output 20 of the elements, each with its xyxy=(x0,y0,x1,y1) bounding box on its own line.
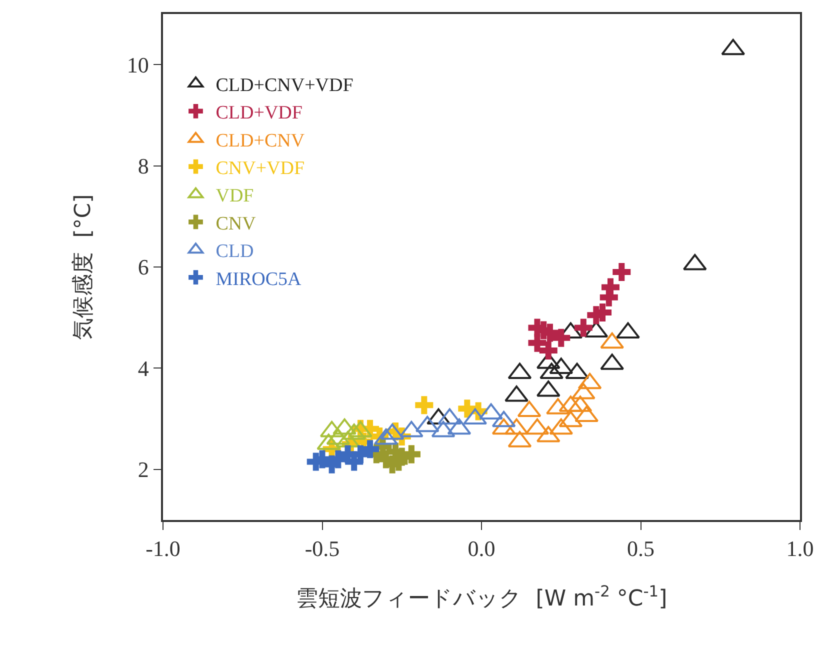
x-tick-label: 1.0 xyxy=(786,536,814,562)
legend-label: CLD+CNV+VDF xyxy=(216,74,354,96)
legend-label: CLD+CNV xyxy=(216,130,305,152)
legend-label: CNV+VDF xyxy=(216,158,305,179)
x-tick-label: -1.0 xyxy=(146,536,180,562)
legend-label: CLD+VDF xyxy=(216,102,302,124)
y-tick-label: 2 xyxy=(138,457,149,482)
y-tick-label: 4 xyxy=(138,356,149,381)
x-tick-label: -0.5 xyxy=(304,536,340,562)
legend-label: CNV xyxy=(216,213,256,234)
y-tick-label: 6 xyxy=(138,254,149,280)
x-tick-label: 0.0 xyxy=(468,536,496,562)
y-tick-label: 8 xyxy=(138,154,149,178)
y-axis-title: 気候感度 [°C] xyxy=(71,194,96,340)
legend-label: VDF xyxy=(216,186,254,207)
legend-label: CLD xyxy=(216,241,254,262)
x-tick-label: 0.5 xyxy=(627,536,654,562)
legend-label: MIROC5A xyxy=(216,268,302,290)
x-axis-title: 雲短波フィードバック [W m$^{-2}$ °C$^{-1}$] xyxy=(296,582,668,612)
y-tick-label: 10 xyxy=(126,52,149,78)
